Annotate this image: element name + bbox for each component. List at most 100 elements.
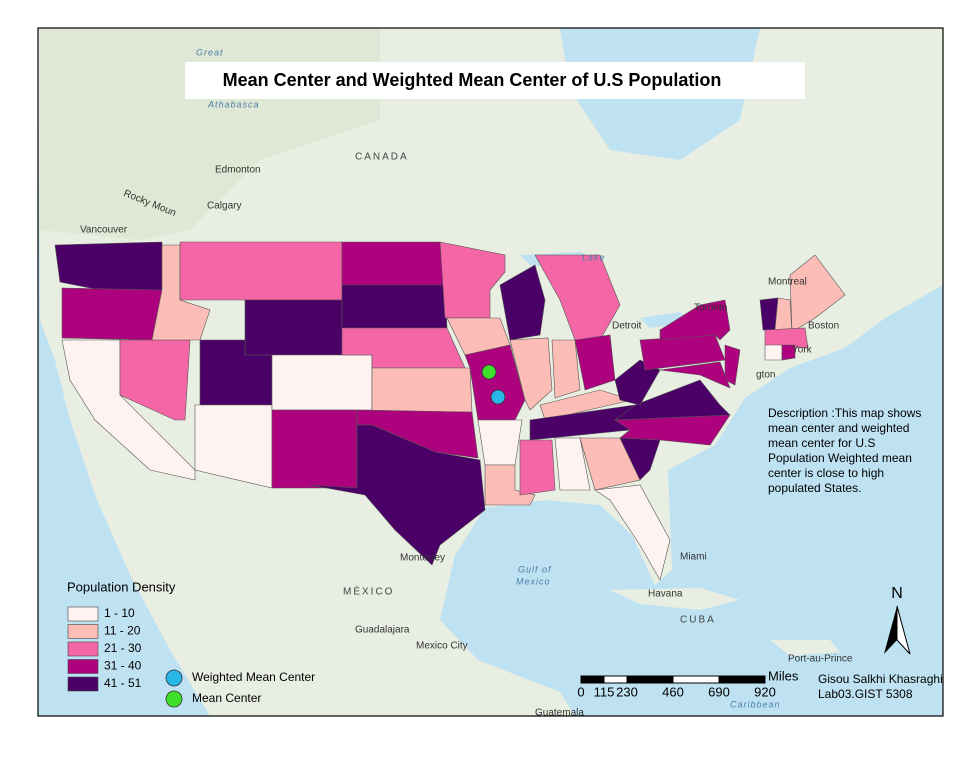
state xyxy=(61,287,163,341)
legend-label: 21 - 30 xyxy=(104,641,142,655)
description-line: Population Weighted mean xyxy=(768,451,912,465)
scale-tick-label: 920 xyxy=(754,684,776,699)
place-label: Miami xyxy=(680,552,707,563)
place-label: York xyxy=(792,345,813,356)
description-line: Description :This map shows xyxy=(768,406,921,420)
legend-label: 11 - 20 xyxy=(104,624,141,638)
place-label: Port-au-Prince xyxy=(788,654,853,665)
state xyxy=(659,361,731,389)
scale-unit: Miles xyxy=(768,668,799,683)
place-label: Montreal xyxy=(768,277,807,288)
place-label: MÉXICO xyxy=(343,585,394,598)
state xyxy=(659,299,731,341)
state xyxy=(271,354,373,411)
state xyxy=(614,379,731,421)
legend-swatch xyxy=(67,606,99,622)
legend-swatch xyxy=(67,641,99,657)
place-label: Lake xyxy=(582,252,606,262)
state xyxy=(764,327,809,349)
state xyxy=(614,359,661,406)
place-label: Detroit xyxy=(612,321,642,332)
description-line: mean center and weighted xyxy=(768,421,909,435)
state xyxy=(371,367,473,413)
place-label: Toronto xyxy=(694,303,728,314)
state xyxy=(554,437,591,491)
scale-bar-segment xyxy=(627,676,673,683)
author: Gisou Salkhi Khasraghi xyxy=(818,672,943,686)
scale-tick-label: 230 xyxy=(616,684,638,699)
description-line: populated States. xyxy=(768,481,861,495)
description-line: center is close to high xyxy=(768,466,884,480)
north-arrow-left xyxy=(884,606,897,654)
description-line: mean center for U.S xyxy=(768,436,875,450)
place-label: Caribbean xyxy=(730,699,781,709)
state xyxy=(179,241,343,301)
north-arrow-right xyxy=(896,605,911,655)
mean-center-point xyxy=(481,364,497,380)
place-label: Guatemala xyxy=(535,708,584,719)
legend: 1 - 10 11 - 20 21 - 30 31 - 40 41 - 51 Weight… xyxy=(67,606,315,708)
place-label: Edmonton xyxy=(215,165,261,176)
state xyxy=(551,339,581,399)
scale-tick-label: 115 xyxy=(594,684,615,699)
legend-label: 31 - 40 xyxy=(104,659,142,673)
state xyxy=(724,344,741,386)
land xyxy=(610,588,740,610)
place-label: Great xyxy=(196,47,224,57)
weighted-mean-center-point xyxy=(490,389,506,405)
states xyxy=(54,241,846,581)
map-frame: Great Athabasca Edmonton Calgary CANADA … xyxy=(38,28,943,719)
state xyxy=(594,484,671,581)
course: Lab03.GIST 5308 xyxy=(818,687,913,701)
state xyxy=(519,439,556,496)
legend-label: 41 - 51 xyxy=(104,676,142,690)
place-label: gton xyxy=(756,370,775,381)
state xyxy=(271,409,358,489)
north-label: N xyxy=(891,585,903,602)
scale-tick-label: 690 xyxy=(708,684,730,699)
place-label: CUBA xyxy=(680,615,716,626)
lake xyxy=(640,312,690,328)
place-label: Guadalajara xyxy=(355,625,410,636)
legend-label: Mean Center xyxy=(192,691,261,705)
state xyxy=(789,254,846,333)
place-label: Gulf of xyxy=(518,564,552,574)
land xyxy=(770,640,840,656)
state xyxy=(309,424,486,566)
state xyxy=(484,464,536,506)
state xyxy=(477,419,523,466)
legend-swatch xyxy=(67,624,99,639)
place-label: CANADA xyxy=(355,152,409,163)
place-label: Boston xyxy=(808,321,839,332)
scale-bar-segment xyxy=(581,676,604,683)
map-border xyxy=(37,27,944,717)
legend-point xyxy=(165,669,183,687)
scale-tick-label: 460 xyxy=(662,684,684,699)
state xyxy=(774,297,793,333)
state xyxy=(54,241,163,291)
place-label: Havana xyxy=(648,589,683,600)
state xyxy=(341,284,448,329)
place-label: Athabasca xyxy=(207,99,260,109)
legend-point xyxy=(165,690,183,708)
state xyxy=(509,337,553,411)
place-label: Mexico xyxy=(516,576,551,586)
legend-swatch xyxy=(67,659,99,674)
place-label: Vancouver xyxy=(80,225,128,236)
legend-swatch xyxy=(67,676,99,692)
description: Description :This map shows mean center … xyxy=(768,406,921,495)
state xyxy=(764,344,783,361)
state xyxy=(244,299,343,356)
place-label: Monterrey xyxy=(400,553,445,564)
map-title: Mean Center and Weighted Mean Center of … xyxy=(223,70,722,90)
legend-title: Population Density xyxy=(67,579,176,594)
legend-label: Weighted Mean Center xyxy=(192,670,315,684)
legend-label: 1 - 10 xyxy=(104,606,135,620)
state xyxy=(341,241,446,286)
place-label: Calgary xyxy=(207,201,241,212)
state xyxy=(781,344,796,361)
title-box xyxy=(185,62,805,99)
scale-bar-segment xyxy=(719,676,765,683)
